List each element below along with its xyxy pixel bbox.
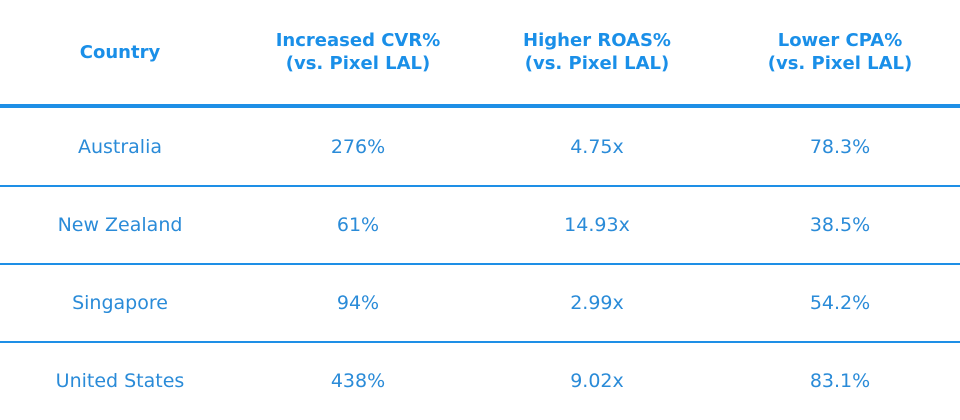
table-cell: United States [5, 342, 235, 419]
table-cell: 4.75x [482, 108, 712, 185]
metric-value: 4.75x [570, 135, 624, 158]
header-text: (vs. Pixel LAL) [524, 53, 670, 74]
country-name: Australia [77, 135, 163, 158]
table-cell: 83.1% [725, 342, 955, 419]
metric-value: 54.2% [809, 291, 871, 314]
metric-value: 61% [336, 213, 380, 236]
table-cell: Higher ROAS% (vs. Pixel LAL) [482, 0, 712, 104]
table-row: Australia 276% 4.75x 78.3% [0, 108, 960, 187]
metric-value: 38.5% [809, 213, 871, 236]
header-text: Lower CPA% [777, 30, 903, 51]
table-cell: 14.93x [482, 186, 712, 263]
table-cell: 61% [243, 186, 473, 263]
metric-value: 276% [330, 135, 386, 158]
header-row: Country Increased CVR% (vs. Pixel LAL) High… [0, 0, 960, 108]
metric-value: 9.02x [570, 369, 624, 392]
table-cell: New Zealand [5, 186, 235, 263]
metric-value: 14.93x [564, 213, 630, 236]
metric-value: 83.1% [809, 369, 871, 392]
header-text: (vs. Pixel LAL) [767, 53, 913, 74]
metric-value: 78.3% [809, 135, 871, 158]
header-text: Increased CVR% [275, 30, 441, 51]
header-text: Country [79, 41, 161, 63]
table-cell: 438% [243, 342, 473, 419]
metric-value: 94% [336, 291, 380, 314]
table-cell: 54.2% [725, 264, 955, 341]
table-row: New Zealand 61% 14.93x 38.5% [0, 186, 960, 265]
country-name: Singapore [72, 291, 168, 314]
header-text: (vs. Pixel LAL) [285, 53, 431, 74]
table-cell: 38.5% [725, 186, 955, 263]
table-cell: Lower CPA% (vs. Pixel LAL) [725, 0, 955, 104]
table-cell: Increased CVR% (vs. Pixel LAL) [243, 0, 473, 104]
metric-value: 438% [330, 369, 386, 392]
table-cell: 94% [243, 264, 473, 341]
table-cell: 2.99x [482, 264, 712, 341]
table-cell: Australia [5, 108, 235, 185]
table-row: United States 438% 9.02x 83.1% [0, 342, 960, 419]
country-name: New Zealand [57, 213, 183, 236]
table-cell: 276% [243, 108, 473, 185]
header-text: Higher ROAS% [523, 30, 671, 51]
table-cell: Singapore [5, 264, 235, 341]
table-cell: 9.02x [482, 342, 712, 419]
metric-value: 2.99x [570, 291, 624, 314]
table-row: Singapore 94% 2.99x 54.2% [0, 264, 960, 343]
country-name: United States [55, 369, 185, 392]
table-cell: Country [5, 0, 235, 104]
table-cell: 78.3% [725, 108, 955, 185]
